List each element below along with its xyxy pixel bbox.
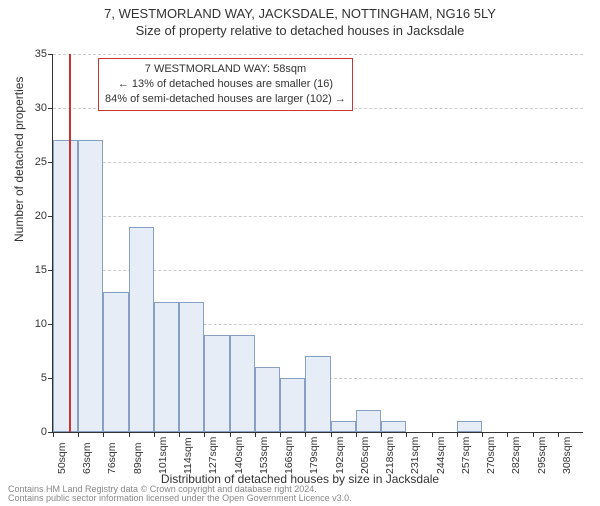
xtick-mark bbox=[305, 432, 306, 437]
ytick-mark bbox=[48, 54, 53, 55]
xtick-label: 63sqm bbox=[81, 442, 93, 474]
histogram-bar bbox=[230, 335, 255, 432]
histogram-bar bbox=[457, 421, 482, 432]
xtick-label: 89sqm bbox=[132, 442, 144, 474]
ytick-mark bbox=[48, 108, 53, 109]
xtick-label: 244sqm bbox=[435, 437, 447, 474]
xtick-label: 205sqm bbox=[359, 437, 371, 474]
xtick-mark bbox=[154, 432, 155, 437]
xtick-mark bbox=[78, 432, 79, 437]
xtick-mark bbox=[280, 432, 281, 437]
xtick-label: 257sqm bbox=[460, 437, 472, 474]
xtick-mark bbox=[558, 432, 559, 437]
histogram-bar bbox=[53, 140, 78, 432]
ytick-label: 30 bbox=[23, 102, 47, 114]
histogram-bar bbox=[255, 367, 280, 432]
xtick-label: 114sqm bbox=[182, 437, 194, 474]
xtick-label: 101sqm bbox=[157, 437, 169, 474]
xtick-label: 140sqm bbox=[233, 437, 245, 474]
ytick-label: 5 bbox=[23, 372, 47, 384]
xtick-label: 270sqm bbox=[485, 437, 497, 474]
xtick-mark bbox=[129, 432, 130, 437]
grid-line bbox=[53, 54, 583, 55]
info-box-line: ← 13% of detached houses are smaller (16… bbox=[105, 77, 346, 92]
histogram-bar bbox=[381, 421, 406, 432]
xtick-label: 231sqm bbox=[409, 437, 421, 474]
histogram-bar bbox=[103, 292, 128, 432]
ytick-label: 15 bbox=[23, 264, 47, 276]
xtick-mark bbox=[230, 432, 231, 437]
xtick-mark bbox=[356, 432, 357, 437]
plot-area: 0510152025303550sqm63sqm76sqm89sqm101sqm… bbox=[52, 54, 583, 433]
histogram-bar bbox=[305, 356, 330, 432]
chart-region: 0510152025303550sqm63sqm76sqm89sqm101sqm… bbox=[52, 54, 582, 432]
xtick-label: 127sqm bbox=[207, 437, 219, 474]
xtick-mark bbox=[331, 432, 332, 437]
xtick-label: 192sqm bbox=[334, 437, 346, 474]
histogram-bar bbox=[154, 302, 179, 432]
page-subtitle: Size of property relative to detached ho… bbox=[0, 23, 600, 38]
xtick-mark bbox=[406, 432, 407, 437]
ytick-label: 20 bbox=[23, 210, 47, 222]
grid-line bbox=[53, 162, 583, 163]
xtick-mark bbox=[533, 432, 534, 437]
xtick-mark bbox=[53, 432, 54, 437]
xtick-mark bbox=[255, 432, 256, 437]
histogram-bar bbox=[280, 378, 305, 432]
xtick-mark bbox=[103, 432, 104, 437]
grid-line bbox=[53, 216, 583, 217]
histogram-bar bbox=[129, 227, 154, 432]
histogram-bar bbox=[331, 421, 356, 432]
marker-line bbox=[69, 54, 71, 432]
footer-line-2: Contains public sector information licen… bbox=[8, 493, 352, 503]
histogram-bar bbox=[356, 410, 381, 432]
page-address: 7, WESTMORLAND WAY, JACKSDALE, NOTTINGHA… bbox=[0, 6, 600, 21]
xtick-label: 153sqm bbox=[258, 437, 270, 474]
histogram-bar bbox=[179, 302, 204, 432]
footer-attribution: Contains HM Land Registry data © Crown c… bbox=[8, 485, 352, 503]
info-box-line: 7 WESTMORLAND WAY: 58sqm bbox=[105, 62, 346, 77]
xtick-mark bbox=[482, 432, 483, 437]
histogram-bar bbox=[78, 140, 103, 432]
ytick-label: 25 bbox=[23, 156, 47, 168]
xtick-label: 50sqm bbox=[56, 442, 68, 474]
info-box-line: 84% of semi-detached houses are larger (… bbox=[105, 92, 346, 107]
xtick-mark bbox=[507, 432, 508, 437]
xtick-label: 218sqm bbox=[384, 437, 396, 474]
xtick-mark bbox=[381, 432, 382, 437]
ytick-label: 35 bbox=[23, 48, 47, 60]
xtick-mark bbox=[432, 432, 433, 437]
xtick-label: 166sqm bbox=[283, 437, 295, 474]
xtick-label: 295sqm bbox=[536, 437, 548, 474]
ytick-label: 10 bbox=[23, 318, 47, 330]
xtick-mark bbox=[457, 432, 458, 437]
info-box: 7 WESTMORLAND WAY: 58sqm← 13% of detache… bbox=[98, 58, 353, 111]
histogram-bar bbox=[204, 335, 229, 432]
xtick-label: 282sqm bbox=[510, 437, 522, 474]
ytick-label: 0 bbox=[23, 426, 47, 438]
xtick-mark bbox=[204, 432, 205, 437]
xtick-label: 308sqm bbox=[561, 437, 573, 474]
xtick-label: 76sqm bbox=[106, 442, 118, 474]
xtick-label: 179sqm bbox=[308, 437, 320, 474]
xtick-mark bbox=[179, 432, 180, 437]
